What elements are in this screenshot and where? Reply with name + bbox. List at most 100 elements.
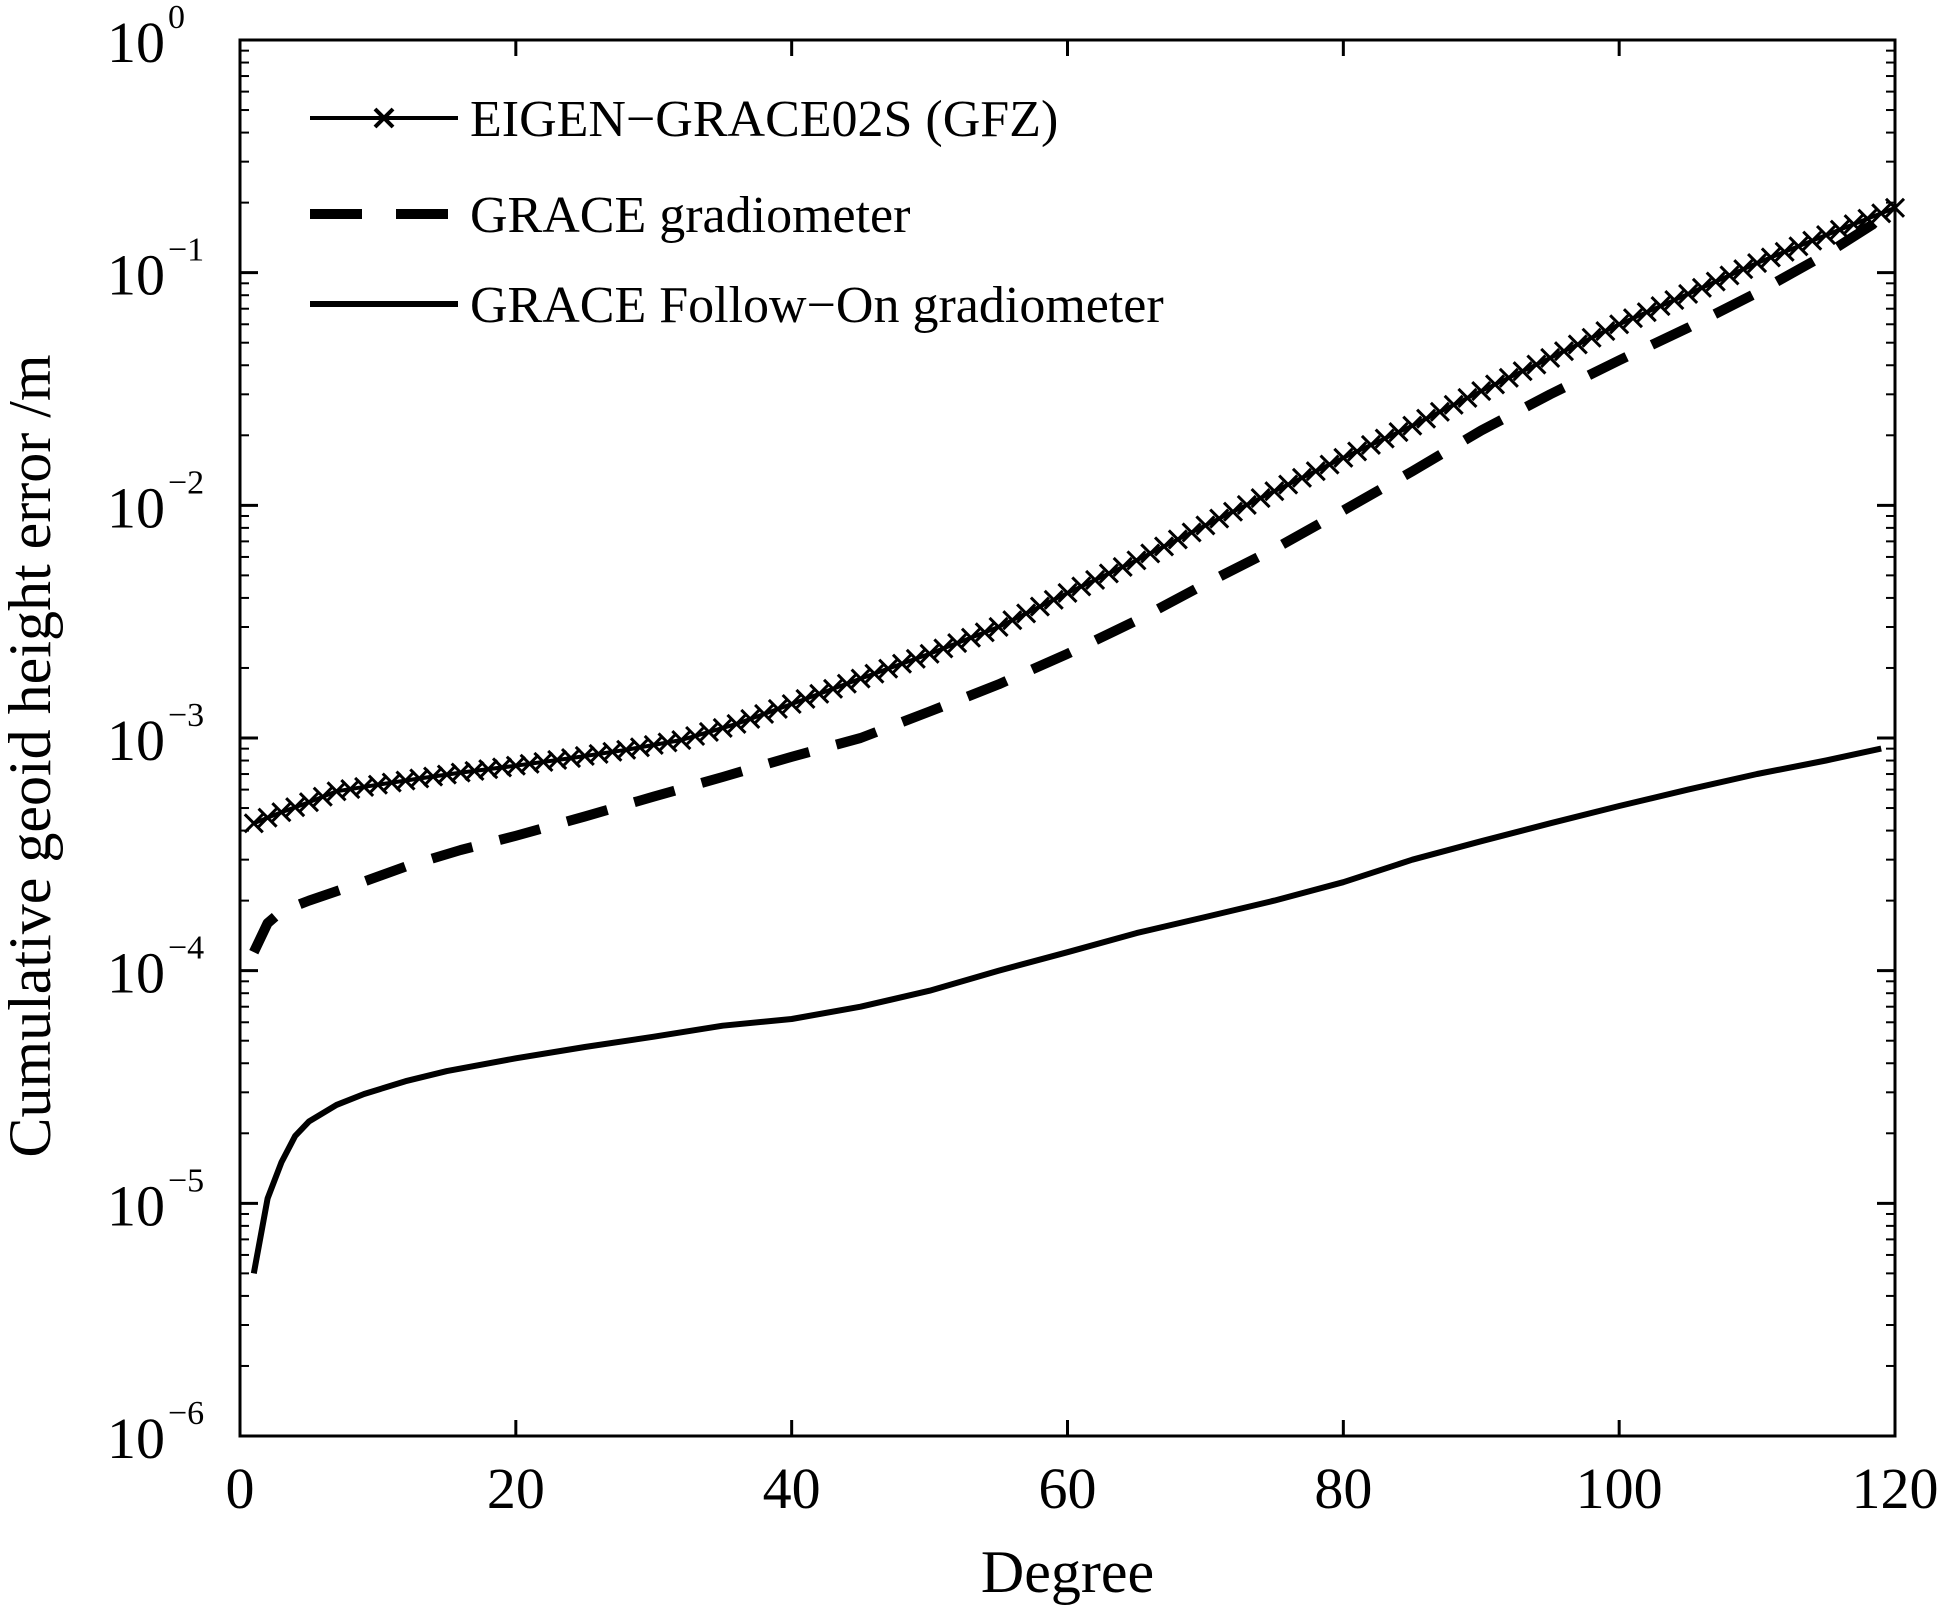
- x-marker: [1236, 494, 1257, 515]
- x-marker: [822, 678, 844, 699]
- x-marker: [864, 663, 885, 684]
- x-marker: [974, 622, 995, 643]
- x-marker: [271, 802, 292, 823]
- x-marker: [1857, 208, 1878, 229]
- x-marker: [671, 729, 692, 751]
- x-marker: [1140, 543, 1161, 564]
- x-marker: [1567, 334, 1588, 355]
- x-marker: [1057, 582, 1078, 604]
- y-tick-label: 10 −2: [107, 464, 204, 540]
- x-marker: [1553, 341, 1575, 362]
- x-marker: [1760, 247, 1781, 268]
- x-marker: [1788, 236, 1809, 257]
- x-marker: [312, 786, 333, 807]
- x-marker: [1098, 563, 1119, 584]
- x-tick-label: 40: [763, 1456, 821, 1521]
- x-marker: [1112, 556, 1133, 577]
- x-marker: [1719, 265, 1740, 286]
- x-marker: [919, 643, 940, 664]
- y-tick-base: 10: [107, 10, 165, 75]
- x-marker: [1416, 408, 1437, 429]
- y-tick-label: 10 −1: [107, 232, 204, 308]
- y-tick-exponent: −4: [168, 930, 204, 967]
- x-marker: [988, 616, 1009, 638]
- x-marker: [1691, 277, 1712, 298]
- series-line-2: [250, 745, 1882, 1274]
- y-tick-base: 10: [107, 941, 165, 1006]
- x-marker: [1581, 327, 1602, 348]
- series-markers-0: [243, 197, 1906, 834]
- x-marker: [1305, 461, 1326, 482]
- x-marker: [767, 698, 788, 720]
- x-marker: [781, 693, 802, 715]
- y-tick-label: 10 0: [107, 0, 185, 75]
- y-tick-exponent: −6: [168, 1395, 204, 1432]
- x-marker: [1126, 550, 1147, 571]
- x-marker: [1443, 394, 1464, 415]
- series-line-1: [249, 214, 1884, 955]
- y-axis-title: Cumulative geoid height error /m: [0, 354, 63, 1157]
- legend-x-marker: [373, 107, 395, 129]
- x-marker: [1002, 610, 1023, 631]
- x-marker: [1153, 536, 1175, 557]
- x-marker: [1291, 467, 1313, 488]
- x-marker: [1636, 302, 1657, 323]
- x-marker: [1085, 569, 1106, 591]
- x-marker: [685, 725, 706, 747]
- x-marker: [740, 708, 761, 729]
- legend-label: GRACE Follow−On gradiometer: [470, 277, 1164, 334]
- x-marker: [1609, 314, 1630, 335]
- x-marker: [960, 627, 982, 648]
- x-marker: [1029, 596, 1050, 617]
- x-marker: [1498, 367, 1519, 388]
- x-marker: [754, 703, 775, 724]
- x-marker: [1471, 380, 1492, 402]
- x-marker: [698, 721, 719, 743]
- x-marker: [947, 633, 968, 654]
- x-marker: [1747, 252, 1768, 274]
- legend-item-2: GRACE Follow−On gradiometer: [310, 277, 1164, 334]
- x-marker: [1678, 283, 1699, 305]
- x-marker: [795, 688, 816, 709]
- x-marker: [850, 668, 871, 689]
- x-marker: [1209, 508, 1230, 529]
- y-tick-base: 10: [107, 1173, 165, 1238]
- x-marker: [905, 648, 926, 669]
- x-marker: [878, 658, 899, 679]
- y-tick-label: 10 −3: [107, 697, 204, 773]
- x-marker: [1278, 474, 1299, 495]
- x-marker: [933, 638, 954, 659]
- x-tick-label: 20: [487, 1456, 545, 1521]
- x-tick-labels: 0 20 40 60 80 100 120: [226, 1456, 1937, 1521]
- x-marker: [1526, 354, 1547, 375]
- x-marker: [1250, 487, 1271, 509]
- x-marker: [298, 792, 320, 813]
- x-marker: [243, 813, 264, 834]
- x-marker: [1664, 289, 1685, 311]
- tick-marks: [238, 38, 1897, 1438]
- series-layer: [243, 197, 1906, 1274]
- y-tick-base: 10: [107, 243, 165, 308]
- x-marker: [891, 653, 913, 674]
- x-marker: [1333, 447, 1354, 468]
- x-marker: [1815, 225, 1837, 246]
- x-marker: [1347, 441, 1368, 462]
- x-marker: [726, 713, 747, 734]
- y-tick-label: 10 −6: [107, 1395, 204, 1471]
- x-marker: [1774, 241, 1795, 262]
- y-tick-exponent: −3: [168, 697, 204, 734]
- x-marker: [1871, 203, 1892, 224]
- legend-item-0: EIGEN−GRACE02S (GFZ): [310, 91, 1058, 148]
- y-tick-exponent: 0: [168, 0, 185, 36]
- x-marker: [1388, 422, 1409, 443]
- legend-label: EIGEN−GRACE02S (GFZ): [470, 91, 1058, 148]
- x-tick-label: 120: [1852, 1456, 1937, 1521]
- legend-swatch-x-line: [310, 107, 458, 129]
- plot-frame: [238, 38, 1897, 1438]
- x-marker: [1222, 501, 1244, 522]
- x-marker: [1016, 603, 1037, 624]
- legend-label: GRACE gradiometer: [470, 187, 910, 244]
- y-tick-base: 10: [107, 475, 165, 540]
